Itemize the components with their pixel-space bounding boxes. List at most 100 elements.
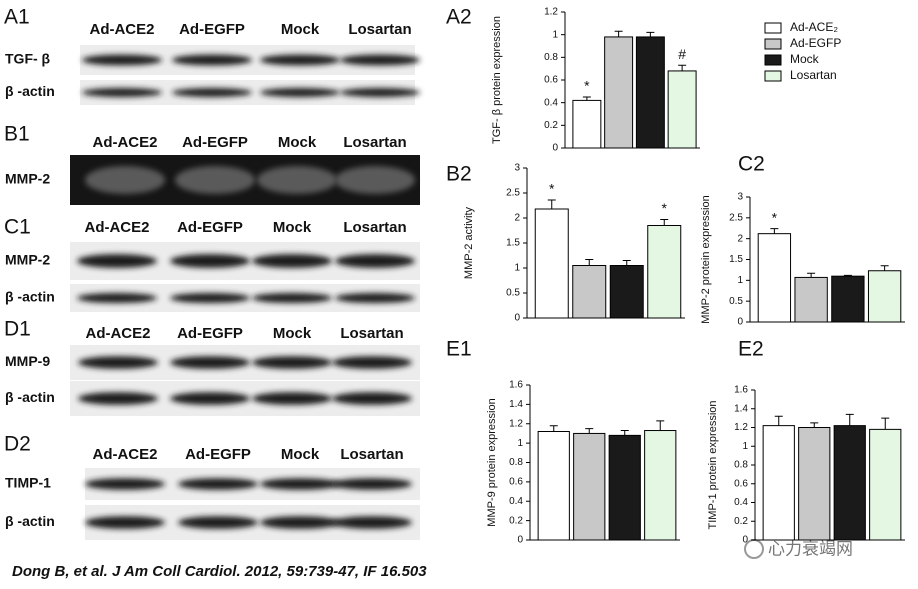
blot-band: [77, 292, 157, 304]
y-tick-label: 0.8: [734, 460, 748, 471]
lane-label: Losartan: [343, 134, 406, 151]
significance-label: #: [678, 46, 686, 62]
error-bar: [660, 219, 669, 226]
citation: Dong B, et al. J Am Coll Cardiol. 2012, …: [12, 563, 427, 580]
bar: [572, 265, 607, 319]
y-tick-label: 1.5: [506, 238, 520, 249]
bar: [794, 276, 828, 323]
blot-band: [175, 166, 255, 194]
panel-label: E2: [738, 338, 764, 361]
y-tick-label: 0.2: [734, 516, 748, 527]
error-bar: [585, 428, 594, 434]
blot-band: [257, 166, 337, 194]
blot-band: [82, 88, 162, 97]
error-bar: [678, 64, 687, 71]
lane-label: Ad-ACE2: [89, 21, 154, 38]
panel-label: E1: [446, 338, 472, 361]
legend-swatch: [764, 54, 782, 66]
blot-band: [260, 516, 340, 529]
blot-band: [252, 292, 332, 304]
blot-band: [260, 88, 340, 97]
error-bar: [622, 260, 631, 266]
blot-band: [172, 88, 252, 97]
row-label: TIMP-1: [5, 475, 51, 491]
blot-label: B1: [4, 123, 30, 146]
y-tick-label: 3: [514, 163, 520, 174]
y-tick-label: 0: [552, 143, 558, 154]
blot-band: [252, 392, 332, 405]
y-tick-label: 0.8: [544, 52, 558, 63]
bar: [608, 434, 641, 541]
bar: [572, 99, 602, 149]
y-tick-label: 0.4: [734, 497, 748, 508]
lane-label: Losartan: [343, 219, 406, 236]
row-label: TGF- β: [5, 51, 51, 67]
legend-swatch: [764, 22, 782, 34]
bar: [534, 208, 569, 319]
legend-label: Mock: [790, 52, 820, 66]
significance-label: *: [772, 209, 778, 225]
error-bar: [646, 31, 655, 37]
significance-label: *: [549, 181, 555, 197]
error-bar: [614, 30, 623, 37]
y-tick-label: 2: [514, 213, 520, 224]
bar: [798, 427, 831, 541]
error-bar: [547, 199, 556, 209]
y-tick-label: 0.8: [509, 457, 523, 468]
blot-band: [78, 356, 158, 369]
row-label: β -actin: [5, 513, 55, 529]
y-tick-label: 0.5: [729, 296, 743, 307]
blot-band: [172, 54, 252, 66]
row-label: MMP-2: [5, 171, 50, 187]
error-bar: [843, 274, 852, 277]
y-tick-label: 2.5: [506, 188, 520, 199]
y-tick-label: 1: [514, 263, 520, 274]
y-axis-label: TGF- β protein expression: [491, 16, 503, 144]
error-bar: [880, 265, 889, 271]
y-tick-label: 1.2: [734, 422, 748, 433]
blot-band: [332, 392, 412, 405]
row-label: β -actin: [5, 83, 55, 99]
error-bar: [774, 415, 783, 426]
blot-label: C1: [4, 216, 31, 239]
blot-band: [178, 516, 258, 529]
watermark: 心力衰竭网: [768, 539, 853, 558]
error-bar: [845, 413, 854, 426]
error-bar: [549, 425, 558, 432]
blot-band: [332, 356, 412, 369]
lane-label: Ad-EGFP: [182, 134, 248, 151]
blot-band: [85, 166, 165, 194]
y-tick-label: 1: [552, 29, 558, 40]
lane-label: Ad-ACE2: [85, 325, 150, 342]
blot-band: [85, 516, 165, 529]
blot-band: [78, 392, 158, 405]
legend-swatch: [764, 70, 782, 82]
blot-label: D2: [4, 433, 31, 456]
panel-label: C2: [738, 153, 765, 176]
blot-band: [170, 356, 250, 369]
y-tick-label: 0: [742, 535, 748, 546]
bar: [833, 425, 866, 541]
lane-label: Ad-EGFP: [179, 21, 245, 38]
error-bar: [881, 417, 890, 430]
bar: [604, 36, 634, 149]
panel-label: B2: [446, 163, 472, 186]
panel-label: A2: [446, 6, 472, 29]
y-tick-label: 0.4: [544, 97, 558, 108]
blot-band: [260, 478, 340, 490]
bar: [667, 70, 697, 149]
blot-band: [260, 54, 340, 66]
blot-band: [335, 254, 415, 268]
error-bar: [585, 259, 594, 266]
blot-label: D1: [4, 318, 31, 341]
bar: [762, 425, 795, 541]
y-tick-label: 0.6: [509, 477, 523, 488]
y-tick-label: 1: [737, 275, 743, 286]
blot-band: [170, 392, 250, 405]
blot-band: [332, 516, 412, 529]
blot-band: [332, 478, 412, 490]
error-bar: [770, 228, 779, 234]
y-tick-label: 1.4: [509, 399, 523, 410]
bar: [635, 36, 665, 149]
y-tick-label: 0: [514, 313, 520, 324]
